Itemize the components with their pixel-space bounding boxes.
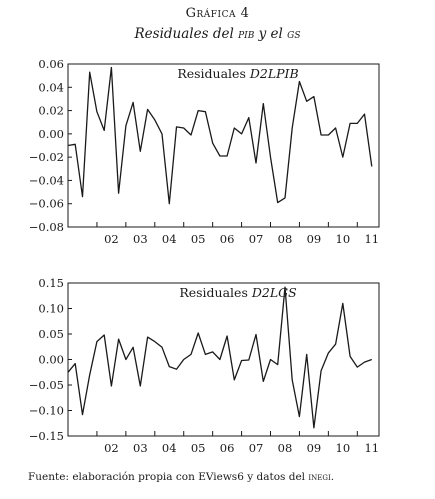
chart-residuales-d2lgs: Residuales D2LGS −0.15 −0.10 −0.05 0.00 0.05 0… (29, 276, 380, 455)
chart-title-plain: Residuales (179, 285, 252, 300)
y-tick-label: 0.02 (38, 104, 64, 118)
x-tick-label: 03 (133, 441, 148, 455)
x-tick-label: 06 (220, 232, 235, 246)
x-tick-label: 11 (364, 232, 379, 246)
y-tick-label: 0.05 (38, 327, 64, 341)
y-tick-label: −0.06 (29, 197, 64, 211)
plot-frame (67, 282, 380, 437)
source-note: Fuente: elaboración propia con EViews6 y… (28, 471, 334, 483)
x-tick-label: 02 (104, 232, 119, 246)
x-tick-label: 07 (249, 232, 264, 246)
source-note-text: Fuente: elaboración propia con EViews6 y… (28, 471, 309, 483)
x-tick-label: 10 (336, 232, 351, 246)
x-tick-label: 07 (249, 441, 264, 455)
x-tick-label: 10 (336, 441, 351, 455)
figure-title-mid: y el (254, 26, 288, 42)
x-tick-label: 03 (133, 232, 148, 246)
chart-title: Residuales D2LPIB (177, 66, 298, 81)
figure-title-gs: gs (287, 26, 301, 42)
series-line (67, 66, 373, 205)
source-note-inegi: inegi (308, 471, 331, 483)
x-tick-label: 11 (364, 441, 379, 455)
y-tick-label: 0.00 (38, 353, 64, 367)
y-tick-label: −0.10 (29, 404, 64, 418)
figure-label: Gráfica 4 (185, 6, 250, 21)
plot-frame (67, 63, 380, 228)
source-note-end: . (330, 471, 335, 483)
x-tick-label: 09 (307, 441, 322, 455)
chart-title-italic: D2LPIB (249, 66, 299, 81)
x-tick-label: 08 (278, 232, 293, 246)
x-tick-label: 04 (162, 441, 177, 455)
y-tick-label: 0.00 (38, 127, 64, 141)
figure-title-pib: pib (238, 26, 255, 42)
x-tick-label: 04 (162, 232, 177, 246)
chart-title-plain: Residuales (177, 66, 250, 81)
x-tick-label: 05 (191, 441, 206, 455)
series-line (67, 286, 373, 429)
figure-title: Residuales del pib y el gs (0, 26, 435, 42)
x-tick-label: 06 (220, 441, 235, 455)
y-tick-label: 0.04 (38, 80, 64, 94)
chart-title: Residuales D2LGS (179, 285, 296, 300)
y-tick-label: −0.08 (29, 220, 64, 234)
y-tick-label: −0.15 (29, 429, 64, 443)
chart-title-italic: D2LGS (251, 285, 297, 300)
chart-residuales-d2lpib: Residuales D2LPIB −0.08 −0.06 −0.04 −0.02 0.0… (29, 57, 380, 246)
y-tick-label: 0.06 (38, 57, 64, 71)
y-tick-label: 0.15 (38, 276, 64, 290)
x-tick-label: 05 (191, 232, 206, 246)
x-tick-label: 02 (104, 441, 119, 455)
figure-title-prefix: Residuales del (134, 26, 239, 42)
x-tick-label: 09 (307, 232, 322, 246)
y-tick-label: −0.02 (29, 150, 64, 164)
x-tick-label: 08 (278, 441, 293, 455)
y-tick-label: −0.04 (29, 173, 64, 187)
y-tick-label: 0.10 (38, 302, 64, 316)
y-tick-label: −0.05 (29, 378, 64, 392)
